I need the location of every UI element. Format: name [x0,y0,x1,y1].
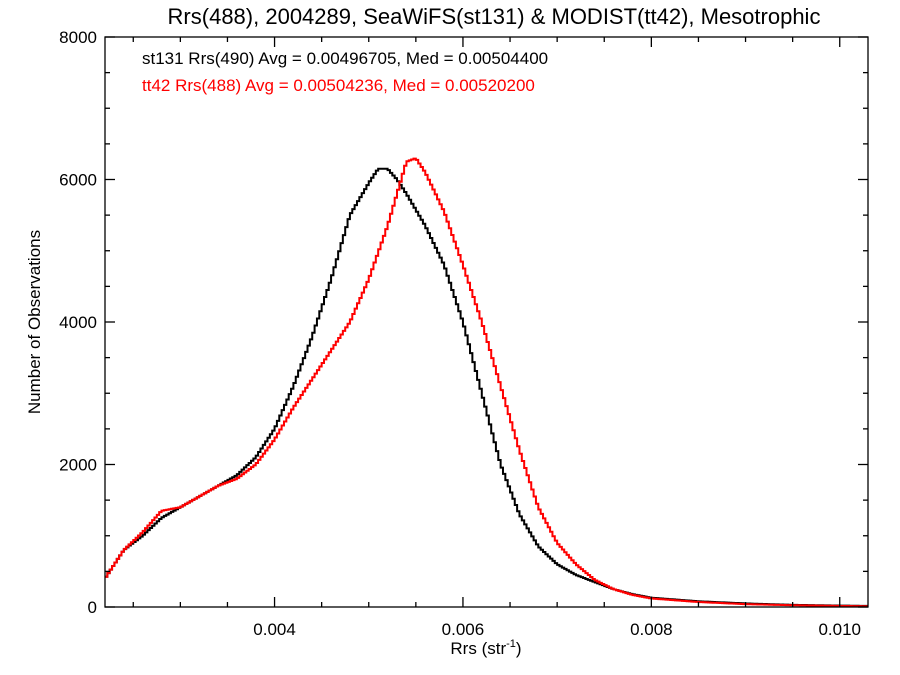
ticks-layer: 0.004 0.006 0.008 0.010 0 2000 4000 6000 8000 [59,28,868,639]
series-line-0 [105,167,868,607]
y-tick-label: 4000 [59,313,97,332]
y-tick-label: 8000 [59,28,97,47]
x-tick-label: 0.008 [630,620,673,639]
x-axis-label: Rrs (str-1) [450,638,521,658]
series-line-1 [105,157,868,608]
x-axis-label-main: Rrs (str [450,639,506,658]
x-axis-label-superscript: -1 [506,638,516,650]
x-tick-label: 0.004 [253,620,296,639]
x-tick-label: 0.006 [442,620,485,639]
x-tick-label: 0.010 [818,620,861,639]
y-tick-label: 6000 [59,171,97,190]
annotation-st131: st131 Rrs(490) Avg = 0.00496705, Med = 0… [142,49,548,68]
x-axis-label-close: ) [516,639,522,658]
y-tick-label: 0 [88,598,97,617]
plot-frame [104,36,869,608]
annotation-tt42: tt42 Rrs(488) Avg = 0.00504236, Med = 0.… [142,76,535,95]
y-tick-label: 2000 [59,456,97,475]
chart-title: Rrs(488), 2004289, SeaWiFS(st131) & MODI… [168,4,821,29]
series-layer [105,157,868,608]
y-axis-label: Number of Observations [25,230,44,414]
